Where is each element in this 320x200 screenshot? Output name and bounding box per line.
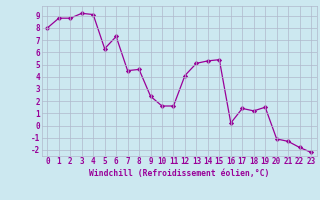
X-axis label: Windchill (Refroidissement éolien,°C): Windchill (Refroidissement éolien,°C): [89, 169, 269, 178]
